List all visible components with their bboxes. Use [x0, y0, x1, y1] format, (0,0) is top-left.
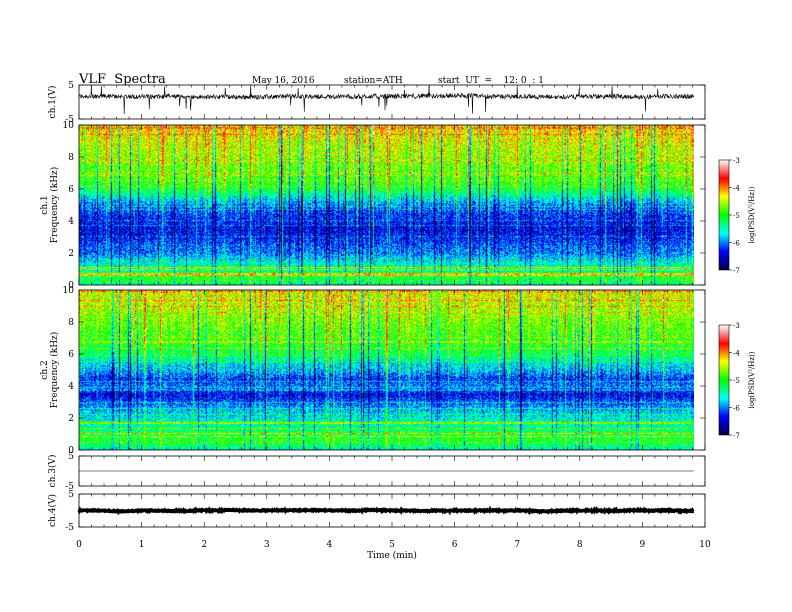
colorbar-tick-label: -7 [733, 267, 740, 275]
x-tick-label: 4 [327, 540, 333, 550]
colorbar-label: log(PSD(V²/Hz)) [748, 186, 756, 243]
spectrogram-image-1 [79, 125, 694, 285]
y-axis-label-line: Frequency (kHz) [49, 167, 60, 244]
y-axis-label: ch.1 Frequency (kHz) [40, 167, 60, 244]
y-tick-label: 10 [63, 286, 75, 296]
y-axis-label-line: Frequency (kHz) [49, 332, 60, 409]
y-axis-label-line: ch.4(V) [47, 494, 58, 527]
y-tick-label: -5 [65, 115, 74, 125]
station-label: station=ATH [344, 76, 403, 86]
x-tick-label: 7 [514, 540, 520, 550]
x-tick-label: 9 [640, 540, 646, 550]
spectrogram-image-2 [79, 290, 694, 450]
x-tick-label: 0 [76, 540, 82, 550]
y-tick-label: 0 [68, 446, 74, 456]
y-axis-label: ch.3(V) [47, 455, 58, 488]
y-axis-label: ch.4(V) [47, 494, 58, 527]
x-tick-label: 10 [699, 540, 711, 550]
waveform-line-4 [77, 505, 695, 516]
colorbar-tick-label: -7 [733, 432, 740, 440]
y-tick-label: -5 [65, 482, 74, 492]
y-axis-label-line: ch.2 [40, 360, 50, 379]
y-axis-label-line: ch.1(V) [47, 86, 58, 119]
colorbar-tick-label: -4 [733, 350, 740, 358]
colorbar-1 [718, 159, 730, 271]
colorbar-tick-label: -5 [733, 212, 740, 220]
colorbar-label: log(PSD(V²/Hz)) [748, 351, 756, 408]
x-tick-label: 2 [201, 540, 207, 550]
x-axis-label: Time (min) [367, 550, 417, 561]
x-tick-label: 8 [577, 540, 583, 550]
y-tick-label: 2 [68, 414, 74, 424]
panel-frame-0 [78, 84, 706, 120]
x-tick-label: 3 [264, 540, 270, 550]
y-tick-label: 4 [68, 382, 74, 392]
colorbar-2 [718, 324, 730, 436]
y-tick-label: 5 [68, 81, 74, 91]
x-tick-label: 5 [389, 540, 395, 550]
y-tick-label: 2 [68, 249, 74, 259]
colorbar-tick-label: -3 [733, 157, 740, 165]
y-tick-label: 10 [63, 121, 75, 131]
y-tick-label: 5 [68, 490, 74, 500]
colorbar-tick-label: -4 [733, 185, 740, 193]
waveform-line-0 [78, 84, 694, 115]
colorbar-tick-label: -6 [733, 405, 740, 413]
x-tick-label: 1 [139, 540, 145, 550]
y-axis-label-line: ch.3(V) [47, 455, 58, 488]
y-axis-label-line: ch.1 [40, 195, 50, 214]
colorbar-tick-label: -5 [733, 377, 740, 385]
y-tick-label: 0 [68, 281, 74, 291]
y-tick-label: 5 [68, 452, 74, 462]
colorbar-tick-label: -3 [733, 322, 740, 330]
y-tick-label: 8 [68, 318, 74, 328]
chart-title: VLF Spectra [79, 72, 166, 87]
date-label: May 16, 2016 [252, 76, 315, 86]
colorbar-tick-label: -6 [733, 240, 740, 248]
x-tick-label: 6 [452, 540, 458, 550]
y-tick-label: 6 [68, 185, 74, 195]
y-axis-label: ch.1(V) [47, 86, 58, 119]
start-time-label: start UT = 12: 0 : 1 [438, 76, 544, 86]
y-axis-label: ch.2 Frequency (kHz) [40, 332, 60, 409]
y-tick-label: 6 [68, 350, 74, 360]
y-tick-label: 4 [68, 217, 74, 227]
y-tick-label: -5 [65, 523, 74, 533]
y-tick-label: 8 [68, 153, 74, 163]
